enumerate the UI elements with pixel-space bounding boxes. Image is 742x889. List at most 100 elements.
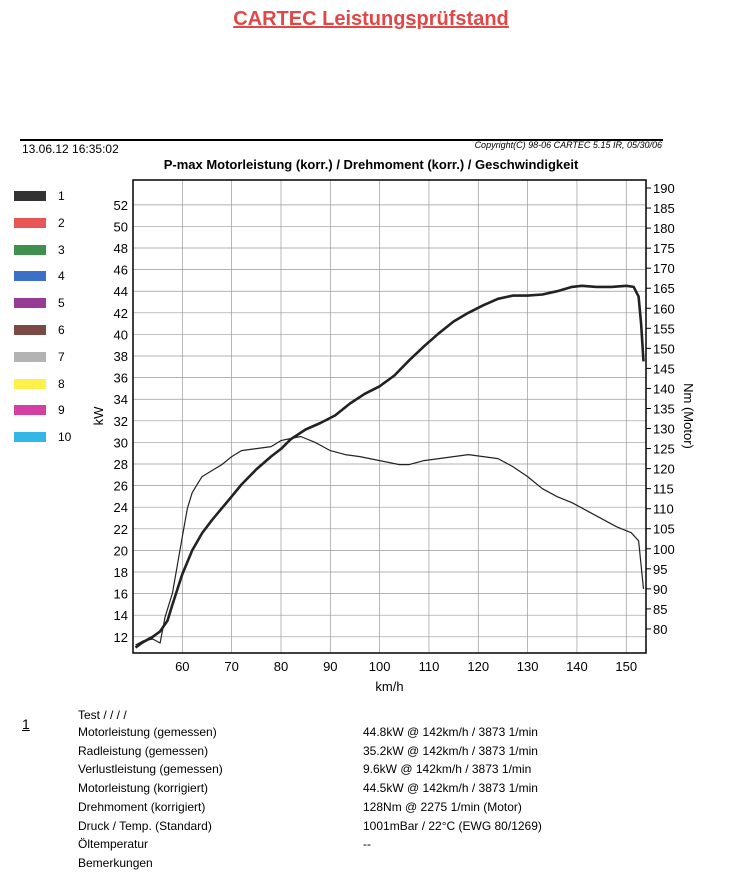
- power-curve: [134, 284, 645, 649]
- y-tick-label: 22: [114, 522, 128, 537]
- legend-swatch: [14, 298, 46, 309]
- y2-tick-label: 120: [653, 462, 675, 477]
- y-tick-label: 30: [114, 435, 128, 450]
- result-value: 1001mBar / 22°C (EWG 80/1269): [363, 818, 542, 833]
- x-tick-label: 90: [323, 659, 337, 674]
- y2-axis-label: Nm (Motor): [681, 383, 696, 449]
- legend-swatch: [14, 378, 46, 389]
- y-tick-label: 50: [114, 219, 128, 234]
- y2-tick-label: 125: [653, 442, 675, 457]
- y-tick-label: 16: [114, 587, 128, 602]
- y-tick-label: 36: [114, 371, 128, 386]
- y2-tick-label: 180: [653, 221, 675, 236]
- result-value: 44.5kW @ 142km/h / 3873 1/min: [363, 781, 538, 796]
- y-tick-label: 32: [114, 414, 128, 429]
- legend-swatch: [14, 244, 46, 255]
- y-tick-label: 14: [114, 608, 128, 623]
- legend-label: 1: [58, 189, 65, 203]
- y2-tick-label: 90: [653, 582, 667, 597]
- y2-tick-label: 155: [653, 321, 675, 336]
- y2-tick-label: 165: [653, 281, 675, 296]
- y2-tick-label: 110: [653, 502, 674, 517]
- y2-tick-label: 105: [653, 522, 675, 537]
- copyright-notice: Copyright(C) 98-06 CARTEC 5.15 IR, 05/30…: [474, 140, 662, 150]
- legend-swatch: [14, 405, 46, 416]
- legend-swatch: [14, 271, 46, 282]
- y2-tick-label: 115: [653, 482, 674, 497]
- y2-tick-label: 140: [653, 381, 675, 396]
- result-label: Radleistung (gemessen): [78, 743, 209, 758]
- legend-swatch: [14, 217, 46, 228]
- y-tick-label: 24: [114, 500, 128, 515]
- torque-curve: [135, 435, 645, 646]
- result-label: Drehmoment (korrigiert): [78, 799, 206, 814]
- test-number: 1: [22, 716, 30, 732]
- y-axis-label: kW: [91, 406, 106, 426]
- legend-label: 4: [58, 269, 65, 284]
- y-tick-label: 20: [114, 543, 128, 558]
- result-label: Motorleistung (gemessen): [78, 725, 217, 739]
- legend-label: 5: [58, 296, 65, 311]
- legend-label: 9: [58, 403, 65, 418]
- y2-tick-label: 130: [653, 422, 675, 437]
- y-tick-label: 44: [114, 284, 128, 299]
- result-label: Verlustleistung (gemessen): [78, 762, 223, 777]
- x-tick-label: 120: [467, 659, 489, 674]
- y2-tick-label: 170: [653, 261, 675, 276]
- y2-tick-label: 95: [653, 562, 667, 577]
- timestamp: 13.06.12 16:35:02: [22, 142, 119, 156]
- y2-tick-label: 150: [653, 341, 675, 356]
- result-label: Druck / Temp. (Standard): [78, 818, 212, 833]
- legend-label: 8: [58, 376, 65, 391]
- x-tick-label: 60: [175, 659, 189, 674]
- y2-tick-label: 85: [653, 602, 667, 617]
- legend-label: 7: [58, 349, 65, 364]
- result-value: 128Nm @ 2275 1/min (Motor): [363, 799, 522, 814]
- y-tick-label: 40: [114, 327, 128, 342]
- legend-swatch: [14, 351, 46, 362]
- y2-tick-label: 80: [653, 622, 667, 637]
- y-tick-label: 28: [114, 457, 128, 472]
- y2-tick-label: 175: [653, 241, 675, 256]
- result-value: 9.6kW @ 142km/h / 3873 1/min: [363, 762, 532, 777]
- y-tick-label: 46: [114, 263, 128, 278]
- legend-swatch: [14, 191, 46, 201]
- legend-swatch: [14, 325, 46, 335]
- y-tick-label: 34: [114, 392, 128, 407]
- test-label: Test / / / /: [78, 708, 127, 722]
- y-tick-label: 18: [114, 565, 128, 580]
- chart-title: P-max Motorleistung (korr.) / Drehmoment…: [163, 157, 579, 172]
- y-tick-label: 26: [114, 479, 128, 494]
- y-tick-label: 42: [114, 306, 128, 321]
- plot-frame: [132, 179, 647, 654]
- x-tick-label: 110: [419, 659, 440, 674]
- y2-tick-label: 185: [653, 201, 675, 216]
- y2-tick-label: 145: [653, 361, 675, 376]
- legend-label: 3: [58, 242, 65, 257]
- result-label: Bemerkungen: [78, 855, 153, 870]
- y2-tick-label: 100: [653, 542, 675, 557]
- header-divider: [20, 139, 663, 141]
- y-tick-label: 52: [114, 198, 128, 213]
- result-value: 44.8kW @ 142km/h / 3873 1/min: [363, 725, 538, 739]
- x-tick-label: 150: [615, 659, 637, 674]
- y-tick-label: 12: [114, 630, 128, 645]
- x-tick-label: 70: [224, 659, 238, 674]
- page-title: CARTEC Leistungsprüfstand: [233, 8, 509, 30]
- x-tick-label: 130: [517, 659, 539, 674]
- legend-label: 10: [58, 430, 72, 445]
- legend-swatch: [14, 432, 46, 443]
- x-tick-label: 80: [274, 659, 288, 674]
- x-axis-label: km/h: [375, 679, 403, 694]
- result-label: Motorleistung (korrigiert): [78, 781, 209, 796]
- result-value: --: [363, 837, 371, 852]
- y-tick-label: 38: [114, 349, 128, 364]
- result-value: 35.2kW @ 142km/h / 3873 1/min: [363, 743, 538, 758]
- y2-tick-label: 160: [653, 301, 675, 316]
- legend-label: 2: [58, 215, 65, 230]
- y2-tick-label: 135: [653, 401, 675, 416]
- legend-label: 6: [58, 323, 65, 337]
- result-label: Öltemperatur: [78, 837, 149, 852]
